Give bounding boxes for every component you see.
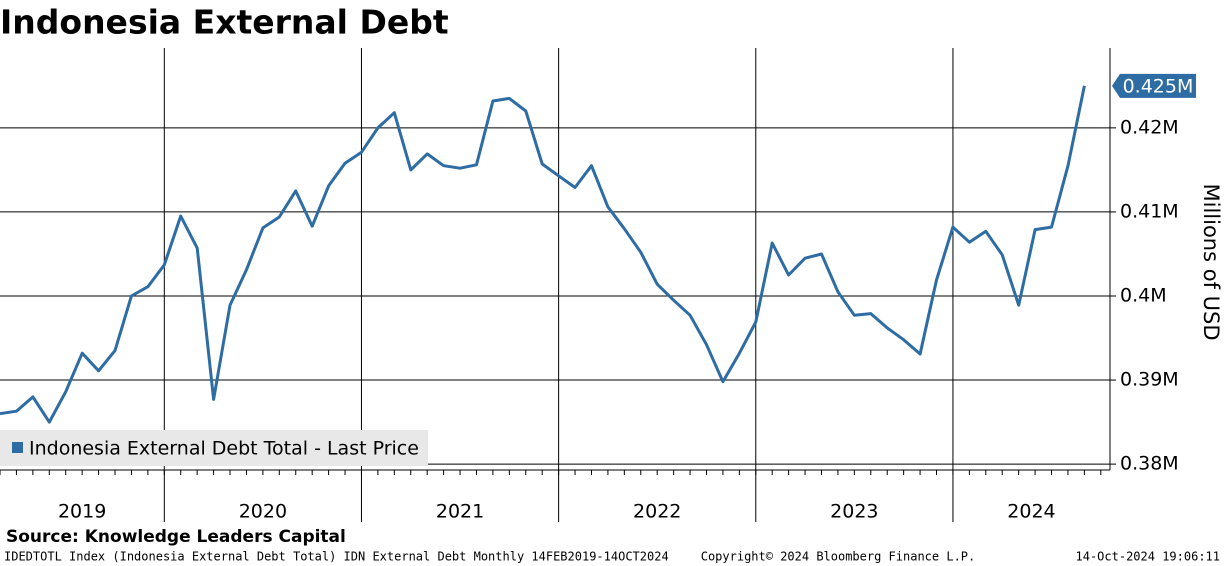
x-tick-label: 2020 xyxy=(239,501,287,523)
x-tick-label: 2019 xyxy=(58,501,106,523)
chart-title: Indonesia External Debt xyxy=(0,3,449,42)
y-tick-label: 0.4M xyxy=(1120,284,1167,306)
x-tick-label: 2024 xyxy=(1007,501,1055,523)
y-tick-label: 0.42M xyxy=(1120,116,1179,138)
legend-swatch xyxy=(12,442,23,453)
last-value-tag xyxy=(1112,73,1196,98)
footer-right: 14-Oct-2024 19:06:11 xyxy=(1076,550,1221,564)
x-tick-label: 2023 xyxy=(830,501,878,523)
line-series xyxy=(0,85,1086,424)
y-tick-label: 0.41M xyxy=(1120,200,1179,222)
footer-left: IDEDTOTL Index (Indonesia External Debt … xyxy=(4,550,669,564)
y-axis-label: Millions of USD xyxy=(1199,183,1223,340)
legend-label: Indonesia External Debt Total - Last Pri… xyxy=(29,438,419,460)
last-value-label: 0.425M xyxy=(1123,75,1194,97)
y-tick-label: 0.38M xyxy=(1120,453,1179,475)
source: Source: Knowledge Leaders Capital xyxy=(6,527,346,547)
x-tick-label: 2022 xyxy=(633,501,681,523)
x-tick-label: 2021 xyxy=(436,501,484,523)
legend-box xyxy=(0,430,428,466)
y-tick-label: 0.39M xyxy=(1120,369,1179,391)
footer-center: Copyright© 2024 Bloomberg Finance L.P. xyxy=(701,550,976,564)
